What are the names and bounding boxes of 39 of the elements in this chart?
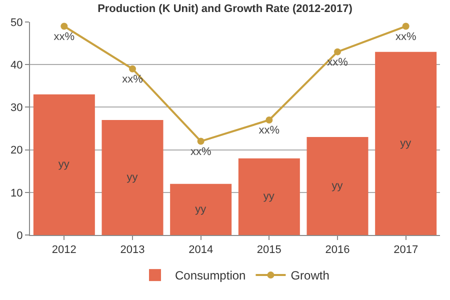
data-label: yy — [126, 171, 138, 184]
bar — [238, 158, 300, 235]
x-tick-label: 2017 — [394, 244, 418, 256]
chart-title: Production (K Unit) and Growth Rate (2012-2017) — [98, 3, 353, 16]
x-tick-label: 2012 — [52, 244, 76, 256]
bar — [306, 137, 368, 235]
data-label: yy — [263, 190, 275, 203]
bar — [375, 52, 437, 235]
point — [334, 48, 341, 56]
legend-label: Growth — [290, 268, 330, 283]
bar — [33, 94, 95, 235]
data-label: xx% — [395, 30, 416, 43]
y-tick-label: 30 — [10, 102, 23, 114]
y-tick-label: 20 — [10, 144, 23, 157]
data-label: yy — [195, 203, 207, 216]
data-label: xx% — [327, 56, 348, 68]
y-tick-label: 10 — [10, 187, 23, 200]
data-label: yy — [400, 137, 412, 150]
data-label: xx% — [190, 146, 212, 158]
point — [197, 138, 204, 145]
point — [129, 65, 136, 72]
bar — [102, 120, 164, 235]
x-tick-label: 2015 — [256, 244, 282, 256]
data-label: xx% — [54, 30, 75, 43]
point — [266, 116, 273, 124]
y-tick-label: 0 — [16, 230, 23, 242]
x-tick-label: 2016 — [325, 244, 350, 256]
data-label: yy — [332, 180, 344, 192]
point — [60, 22, 68, 30]
data-label: xx% — [122, 73, 144, 86]
x-tick-label: 2013 — [120, 244, 145, 256]
data-label: xx% — [258, 124, 280, 137]
y-tick-label: 50 — [10, 16, 23, 29]
point — [402, 22, 410, 30]
x-tick-label: 2014 — [188, 244, 214, 256]
bar — [170, 184, 232, 235]
y-tick-label: 40 — [10, 59, 23, 72]
data-label: yy — [58, 158, 70, 171]
legend-label: Consumption — [175, 268, 246, 283]
